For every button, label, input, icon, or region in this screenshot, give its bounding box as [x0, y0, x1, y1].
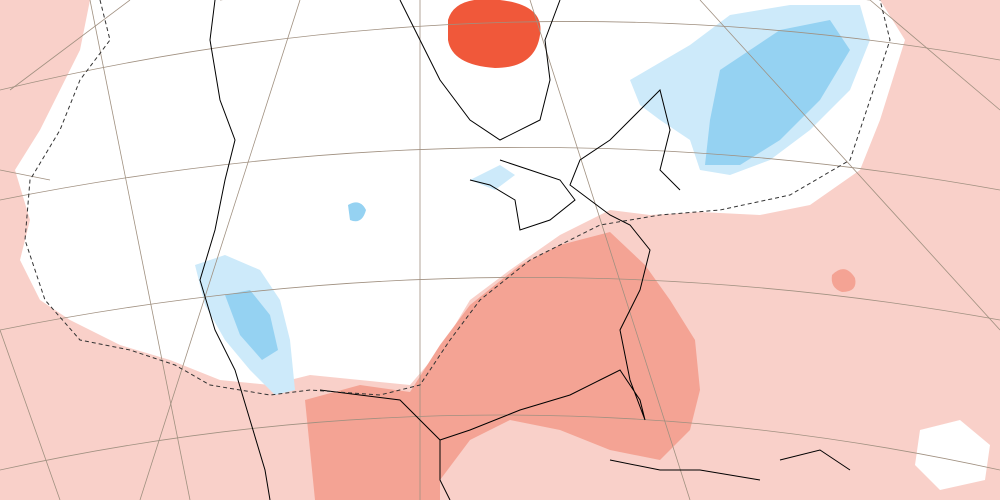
coastline-segment: [609, 459, 761, 481]
meridian-line: [9, 0, 131, 91]
coastline-segment: [779, 449, 851, 471]
coastline-segment: [469, 159, 576, 231]
neutral-region-caribbean: [915, 420, 990, 490]
meridian-line: [89, 0, 191, 500]
light-negative-region-great-lakes: [470, 165, 515, 190]
light-negative-spot: [348, 202, 366, 222]
meridian-line: [139, 0, 301, 500]
coastline-segment: [319, 389, 451, 500]
coastlines: [199, 0, 851, 500]
meridian-line: [699, 0, 1000, 331]
latitude-line: [0, 146, 1000, 201]
latitude-line: [0, 276, 1000, 331]
coastline-segment: [439, 89, 681, 441]
latitude-line: [0, 414, 1000, 471]
strong-positive-region: [448, 0, 541, 68]
latitude-line: [0, 21, 1000, 91]
medium-negative-region-southwest: [225, 290, 278, 360]
medium-negative-region-northeast: [705, 20, 850, 165]
coastline-segment: [199, 0, 271, 500]
meridian-line: [0, 329, 61, 500]
zero-contour-dashed: [24, 0, 891, 396]
coastline-segment: [399, 0, 561, 141]
meridian-line: [869, 0, 1000, 111]
medium-positive-spot: [831, 269, 856, 292]
meridian-line: [0, 169, 51, 181]
meridian-line: [529, 0, 691, 500]
medium-positive-region: [305, 232, 700, 500]
